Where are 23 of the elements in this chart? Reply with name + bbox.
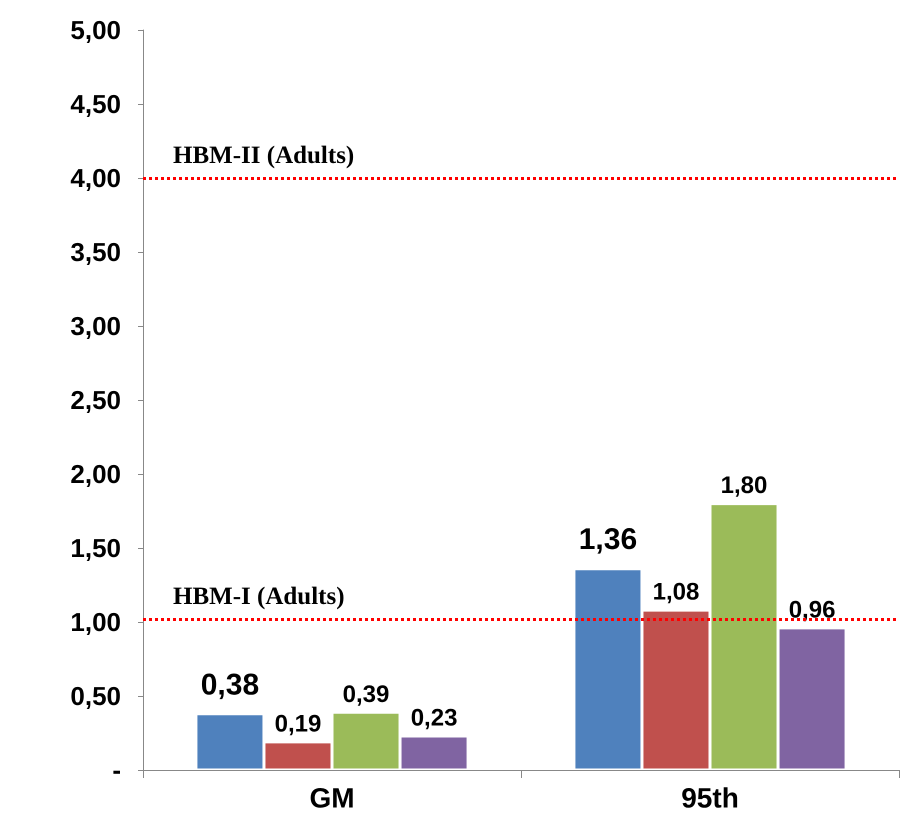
data-label: 0,39 xyxy=(342,680,390,708)
data-label: 0,38 xyxy=(200,668,260,702)
x-tick-label: 95th xyxy=(681,782,739,814)
y-tick-label: 4,50 xyxy=(70,89,121,119)
data-label: 1,36 xyxy=(578,523,638,556)
y-tick-label: 1,50 xyxy=(70,533,121,563)
y-tick-label: 3,50 xyxy=(70,237,121,267)
y-tick-label: 5,00 xyxy=(70,15,121,45)
y-tick-label: 1,00 xyxy=(70,607,121,637)
data-label: 0,96 xyxy=(788,596,836,624)
x-tick-label: GM xyxy=(309,782,355,814)
y-tick-label: 4,00 xyxy=(70,163,121,193)
data-label: 1,80 xyxy=(720,472,768,500)
ref-line-label: HBM-II (Adults) xyxy=(173,142,354,169)
y-tick-label: 0,50 xyxy=(70,681,121,711)
data-label: 0,19 xyxy=(274,710,322,738)
y-tick-label: 2,50 xyxy=(70,385,121,415)
y-tick-label: 3,00 xyxy=(70,311,121,341)
y-tick-label: 2,00 xyxy=(70,459,121,489)
data-label: 0,23 xyxy=(410,704,458,732)
y-tick-label: - xyxy=(112,755,121,785)
ref-line-label: HBM-I (Adults) xyxy=(173,583,345,610)
data-label: 1,08 xyxy=(652,578,700,606)
